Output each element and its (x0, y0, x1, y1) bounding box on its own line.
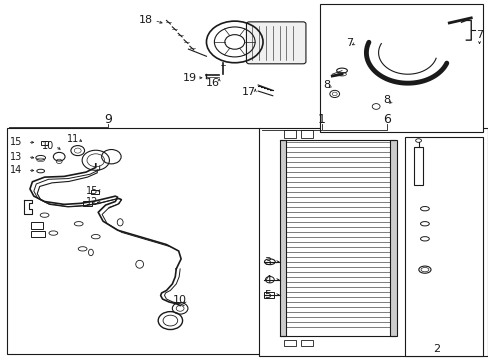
Text: 19: 19 (183, 73, 197, 83)
Text: 2: 2 (433, 344, 440, 354)
Text: 11: 11 (66, 134, 79, 144)
Bar (6, 128, 260, 354)
Text: 10: 10 (42, 141, 55, 151)
Text: 1: 1 (317, 113, 325, 126)
Bar (82, 201, 92, 206)
Bar (41, 140, 48, 145)
Text: 4: 4 (264, 275, 271, 285)
Bar (91, 190, 99, 194)
Bar (300, 130, 312, 138)
Text: 18: 18 (139, 15, 153, 26)
Bar (389, 140, 396, 336)
Bar (279, 140, 286, 336)
Text: 9: 9 (104, 113, 112, 126)
Bar (264, 292, 273, 298)
Bar (31, 222, 43, 229)
Text: 15: 15 (86, 186, 99, 196)
Bar (31, 231, 44, 237)
Text: 16: 16 (205, 78, 219, 88)
Bar (259, 128, 488, 356)
Bar (405, 137, 483, 356)
Bar (300, 339, 312, 346)
Text: 10: 10 (173, 295, 187, 305)
Text: 7: 7 (475, 30, 482, 40)
Text: 8: 8 (322, 80, 329, 90)
Text: 8: 8 (383, 95, 389, 105)
Bar (320, 4, 483, 132)
Text: 13: 13 (10, 152, 22, 162)
Text: 7: 7 (345, 38, 352, 48)
Bar (413, 147, 422, 185)
Text: 14: 14 (10, 165, 22, 175)
Text: 17: 17 (242, 87, 256, 97)
Text: 12: 12 (86, 197, 99, 207)
Text: 5: 5 (264, 290, 271, 300)
Text: 3: 3 (264, 257, 271, 267)
Text: 15: 15 (10, 138, 22, 147)
Text: 6: 6 (382, 113, 390, 126)
FancyBboxPatch shape (246, 22, 305, 64)
Bar (283, 130, 295, 138)
Bar (283, 339, 295, 346)
